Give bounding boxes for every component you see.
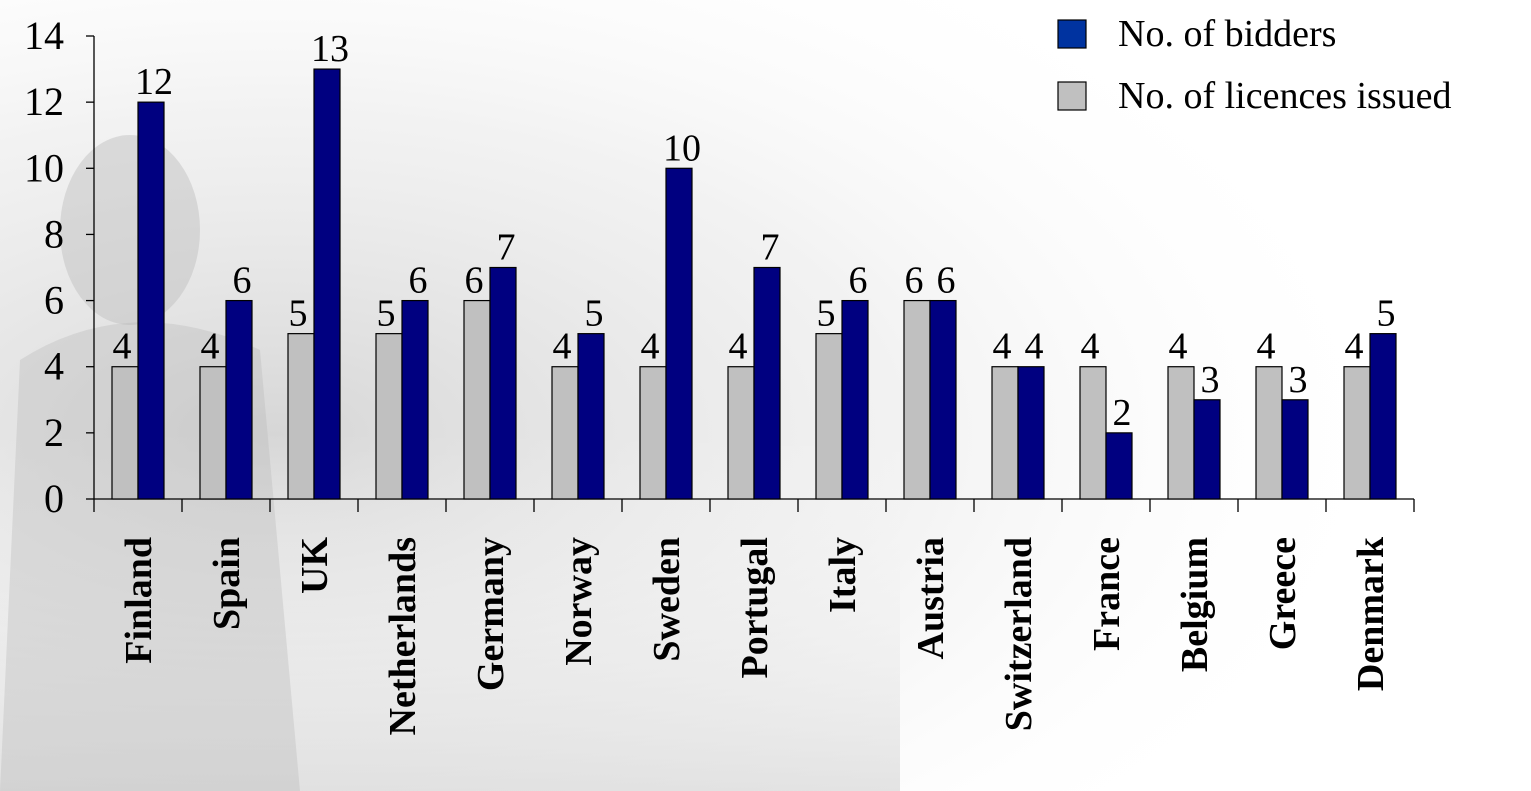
bar-bidders-italy (841, 299, 869, 500)
data-label-bidders: 5 (1377, 293, 1396, 335)
data-label-bidders: 5 (585, 293, 604, 335)
data-label-bidders: 7 (761, 227, 780, 269)
category-label-netherlands: Netherlands (382, 537, 424, 735)
category-label-france: France (1086, 537, 1128, 651)
data-label-licences: 4 (641, 326, 660, 368)
data-label-bidders: 2 (1113, 392, 1132, 434)
data-label-licences: 4 (553, 326, 572, 368)
bar-bidders-greece (1281, 399, 1309, 500)
bar-licences-italy (815, 333, 843, 500)
bar-bidders-netherlands (401, 299, 429, 500)
bar-bidders-spain (225, 299, 253, 500)
category-label-italy: Italy (822, 537, 864, 613)
category-label-spain: Spain (206, 537, 248, 630)
y-tick-label: 4 (44, 344, 64, 389)
data-label-licences: 6 (905, 260, 924, 302)
data-label-licences: 6 (465, 260, 484, 302)
bar-licences-germany (463, 299, 491, 500)
bar-bidders-germany (489, 266, 517, 500)
legend-swatch (1057, 19, 1087, 49)
data-label-licences: 4 (201, 326, 220, 368)
category-label-portugal: Portugal (734, 537, 776, 678)
data-label-bidders: 6 (233, 260, 252, 302)
category-label-austria: Austria (910, 537, 952, 659)
y-tick-label: 14 (24, 13, 64, 58)
bar-bidders-portugal (753, 266, 781, 500)
data-label-bidders: 3 (1289, 359, 1308, 401)
category-label-denmark: Denmark (1350, 536, 1392, 691)
data-label-bidders: 12 (135, 61, 173, 103)
data-label-licences: 4 (1257, 326, 1276, 368)
bar-bidders-sweden (665, 167, 693, 500)
bar-bidders-uk (313, 68, 341, 500)
data-label-licences: 4 (1345, 326, 1364, 368)
legend-label: No. of licences issued (1118, 75, 1451, 117)
data-label-bidders: 4 (1025, 326, 1044, 368)
bar-bidders-finland (137, 101, 165, 500)
data-label-bidders: 7 (497, 227, 516, 269)
bar-licences-sweden (639, 366, 667, 500)
category-label-belgium: Belgium (1174, 537, 1216, 672)
data-label-bidders: 3 (1201, 359, 1220, 401)
bar-bidders-denmark (1369, 333, 1397, 500)
category-label-finland: Finland (118, 537, 160, 664)
legend-swatch (1057, 81, 1087, 111)
data-label-licences: 4 (113, 326, 132, 368)
y-tick-label: 10 (24, 145, 64, 190)
y-tick-label: 8 (44, 211, 64, 256)
bar-licences-portugal (727, 366, 755, 500)
y-tick-label: 12 (24, 79, 64, 124)
bar-bidders-france (1105, 432, 1133, 500)
bar-bidders-austria (929, 299, 957, 500)
bar-licences-switzerland (991, 366, 1019, 500)
data-label-licences: 4 (993, 326, 1012, 368)
category-label-switzerland: Switzerland (998, 537, 1040, 731)
bar-licences-norway (551, 366, 579, 500)
bar-licences-austria (903, 299, 931, 500)
data-label-licences: 4 (1169, 326, 1188, 368)
bar-licences-uk (287, 333, 315, 500)
category-label-greece: Greece (1262, 537, 1304, 650)
legend-label: No. of bidders (1118, 13, 1336, 55)
bar-bidders-norway (577, 333, 605, 500)
bar-bidders-belgium (1193, 399, 1221, 500)
bar-licences-spain (199, 366, 227, 500)
category-label-germany: Germany (470, 537, 512, 691)
bar-bidders-switzerland (1017, 366, 1045, 500)
data-label-bidders: 13 (311, 28, 349, 70)
y-tick-label: 2 (44, 410, 64, 455)
data-label-bidders: 10 (663, 127, 701, 169)
data-label-bidders: 6 (849, 260, 868, 302)
bar-licences-france (1079, 366, 1107, 500)
data-label-licences: 4 (729, 326, 748, 368)
data-label-licences: 5 (817, 293, 836, 335)
category-label-norway: Norway (558, 537, 600, 666)
category-label-uk: UK (294, 537, 336, 594)
category-label-sweden: Sweden (646, 537, 688, 662)
bar-licences-greece (1255, 366, 1283, 500)
data-label-licences: 4 (1081, 326, 1100, 368)
data-label-bidders: 6 (409, 260, 428, 302)
bar-licences-belgium (1167, 366, 1195, 500)
y-tick-label: 0 (44, 476, 64, 521)
data-label-licences: 5 (377, 293, 396, 335)
data-label-licences: 5 (289, 293, 308, 335)
bar-licences-netherlands (375, 333, 403, 500)
y-tick-label: 6 (44, 278, 64, 323)
data-label-bidders: 6 (937, 260, 956, 302)
bar-licences-finland (111, 366, 139, 500)
bar-licences-denmark (1343, 366, 1371, 500)
